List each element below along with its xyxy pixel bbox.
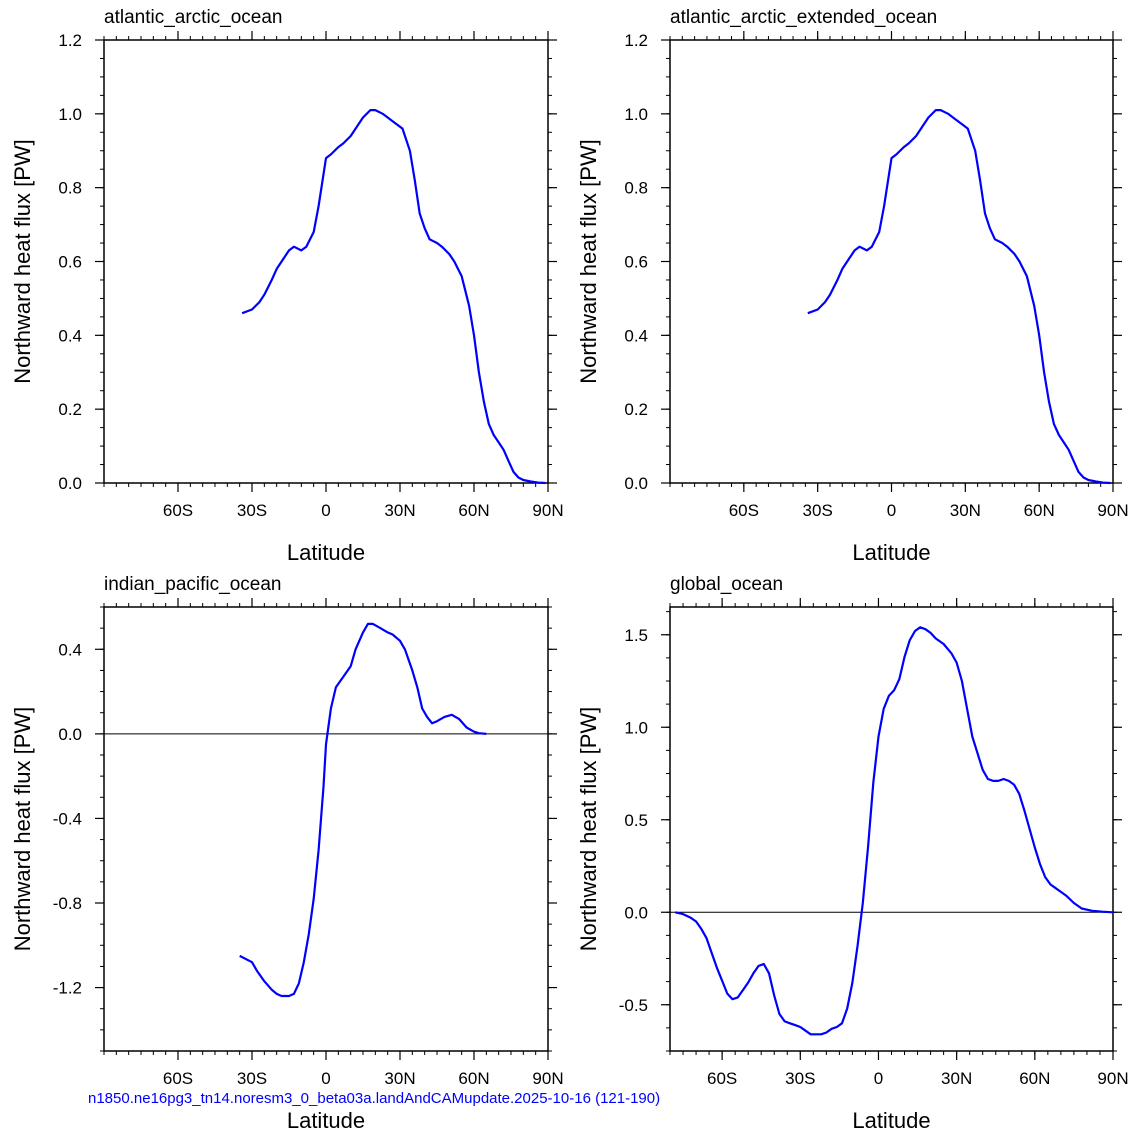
y-tick-label: 0.6 [624, 253, 648, 272]
x-axis-label: Latitude [287, 1108, 365, 1133]
x-tick-label: 60N [1019, 1069, 1050, 1088]
heat-flux-line [239, 622, 487, 998]
x-tick-label: 90N [532, 501, 563, 520]
x-tick-label: 0 [887, 501, 896, 520]
panel-title: indian_pacific_ocean [104, 574, 281, 595]
y-axis-label: Northward heat flux [PW] [576, 139, 601, 384]
chart-panel-4: 60S 30S 0 30N 60N 90N -0.5 0.0 0.5 1.0 1.5 global_o… [576, 574, 1129, 1133]
y-tick-label: 0.0 [58, 725, 82, 744]
x-axis-label: Latitude [852, 540, 930, 565]
y-tick-label: 0.4 [58, 326, 82, 345]
y-tick-label: -0.5 [619, 996, 648, 1015]
heat-flux-line [241, 108, 546, 485]
y-tick-label: -1.2 [53, 979, 82, 998]
run-caption: n1850.ne16pg3_tn14.noresm3_0_beta03a.lan… [88, 1090, 661, 1107]
plot-frame [669, 39, 1114, 484]
chart-panel-3: 60S 30S 0 30N 60N 90N -1.2 -0.8 -0.4 0.0 0.4 indian… [10, 574, 564, 1133]
x-tick-label: 60N [458, 501, 489, 520]
x-tick-label: 60S [729, 501, 759, 520]
x-tick-label: 60N [458, 1069, 489, 1088]
y-axis-label: Northward heat flux [PW] [10, 707, 35, 952]
y-tick-label: -0.8 [53, 894, 82, 913]
y-tick-label: 1.2 [58, 31, 82, 50]
x-axis-label: Latitude [852, 1108, 930, 1133]
x-tick-label: 0 [321, 501, 330, 520]
panel-title: atlantic_arctic_extended_ocean [670, 7, 937, 28]
y-tick-label: 0.0 [624, 474, 648, 493]
x-axis-label: Latitude [287, 540, 365, 565]
x-tick-label: 30S [237, 501, 267, 520]
x-tick-label: 30N [950, 501, 981, 520]
heat-flux-line [674, 626, 1114, 1036]
x-tick-label: 90N [532, 1069, 563, 1088]
x-tick-label: 90N [1097, 1069, 1128, 1088]
plot-frame [669, 606, 1114, 1052]
chart-panel-2: 60S 30S 0 30N 60N 90N 0.0 0.2 0.4 0.6 0.8 1.0 1.2 atl… [576, 7, 1129, 565]
y-tick-label: 0.2 [624, 400, 648, 419]
chart-panel-1: 60S 30S 0 30N 60N 90N 0.0 0.2 0.4 0.6 0.8 1.0 1.2 atl… [10, 7, 564, 565]
y-tick-label: 1.0 [624, 718, 648, 737]
plot-frame [103, 39, 549, 484]
y-tick-label: -0.4 [53, 809, 82, 828]
y-tick-label: 0.2 [58, 400, 82, 419]
x-tick-label: 30S [785, 1069, 815, 1088]
y-tick-label: 1.0 [58, 105, 82, 124]
y-tick-label: 0.4 [58, 640, 82, 659]
y-tick-label: 0.8 [624, 179, 648, 198]
panel-title: atlantic_arctic_ocean [104, 7, 283, 28]
x-tick-label: 0 [321, 1069, 330, 1088]
x-tick-label: 60S [163, 1069, 193, 1088]
x-tick-label: 60S [163, 501, 193, 520]
x-tick-label: 0 [874, 1069, 883, 1088]
x-tick-label: 30S [803, 501, 833, 520]
x-tick-label: 30N [941, 1069, 972, 1088]
x-tick-label: 30N [384, 501, 415, 520]
y-tick-label: 0.5 [624, 811, 648, 830]
plot-frame [103, 606, 549, 1052]
y-axis-label: Northward heat flux [PW] [10, 139, 35, 384]
x-tick-label: 60N [1024, 501, 1055, 520]
y-tick-label: 0.6 [58, 253, 82, 272]
y-tick-label: 1.0 [624, 105, 648, 124]
heat-flux-line [807, 108, 1111, 485]
y-tick-label: 0.0 [624, 903, 648, 922]
x-tick-label: 90N [1097, 501, 1128, 520]
panel-title: global_ocean [670, 574, 783, 595]
y-tick-label: 0.4 [624, 326, 648, 345]
x-tick-label: 30N [384, 1069, 415, 1088]
x-tick-label: 30S [237, 1069, 267, 1088]
x-tick-label: 60S [707, 1069, 737, 1088]
y-tick-label: 1.2 [624, 31, 648, 50]
y-tick-label: 0.8 [58, 179, 82, 198]
y-axis-label: Northward heat flux [PW] [576, 707, 601, 952]
y-tick-label: 1.5 [624, 626, 648, 645]
y-tick-label: 0.0 [58, 474, 82, 493]
